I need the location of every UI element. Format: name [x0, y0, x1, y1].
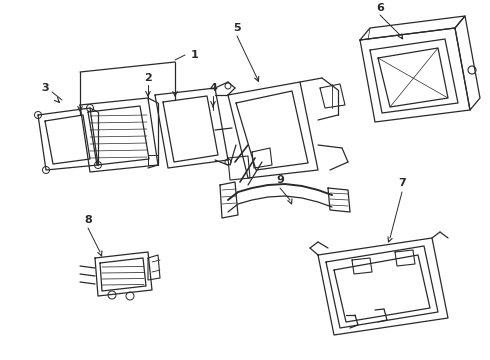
Text: 6: 6 — [376, 3, 384, 13]
Text: 5: 5 — [233, 23, 241, 33]
Text: 9: 9 — [276, 175, 284, 185]
Text: 4: 4 — [209, 83, 217, 93]
Text: 8: 8 — [84, 215, 92, 225]
Text: 3: 3 — [41, 83, 49, 93]
Text: 2: 2 — [144, 73, 152, 83]
Text: 1: 1 — [191, 50, 199, 60]
Text: 7: 7 — [398, 178, 406, 188]
